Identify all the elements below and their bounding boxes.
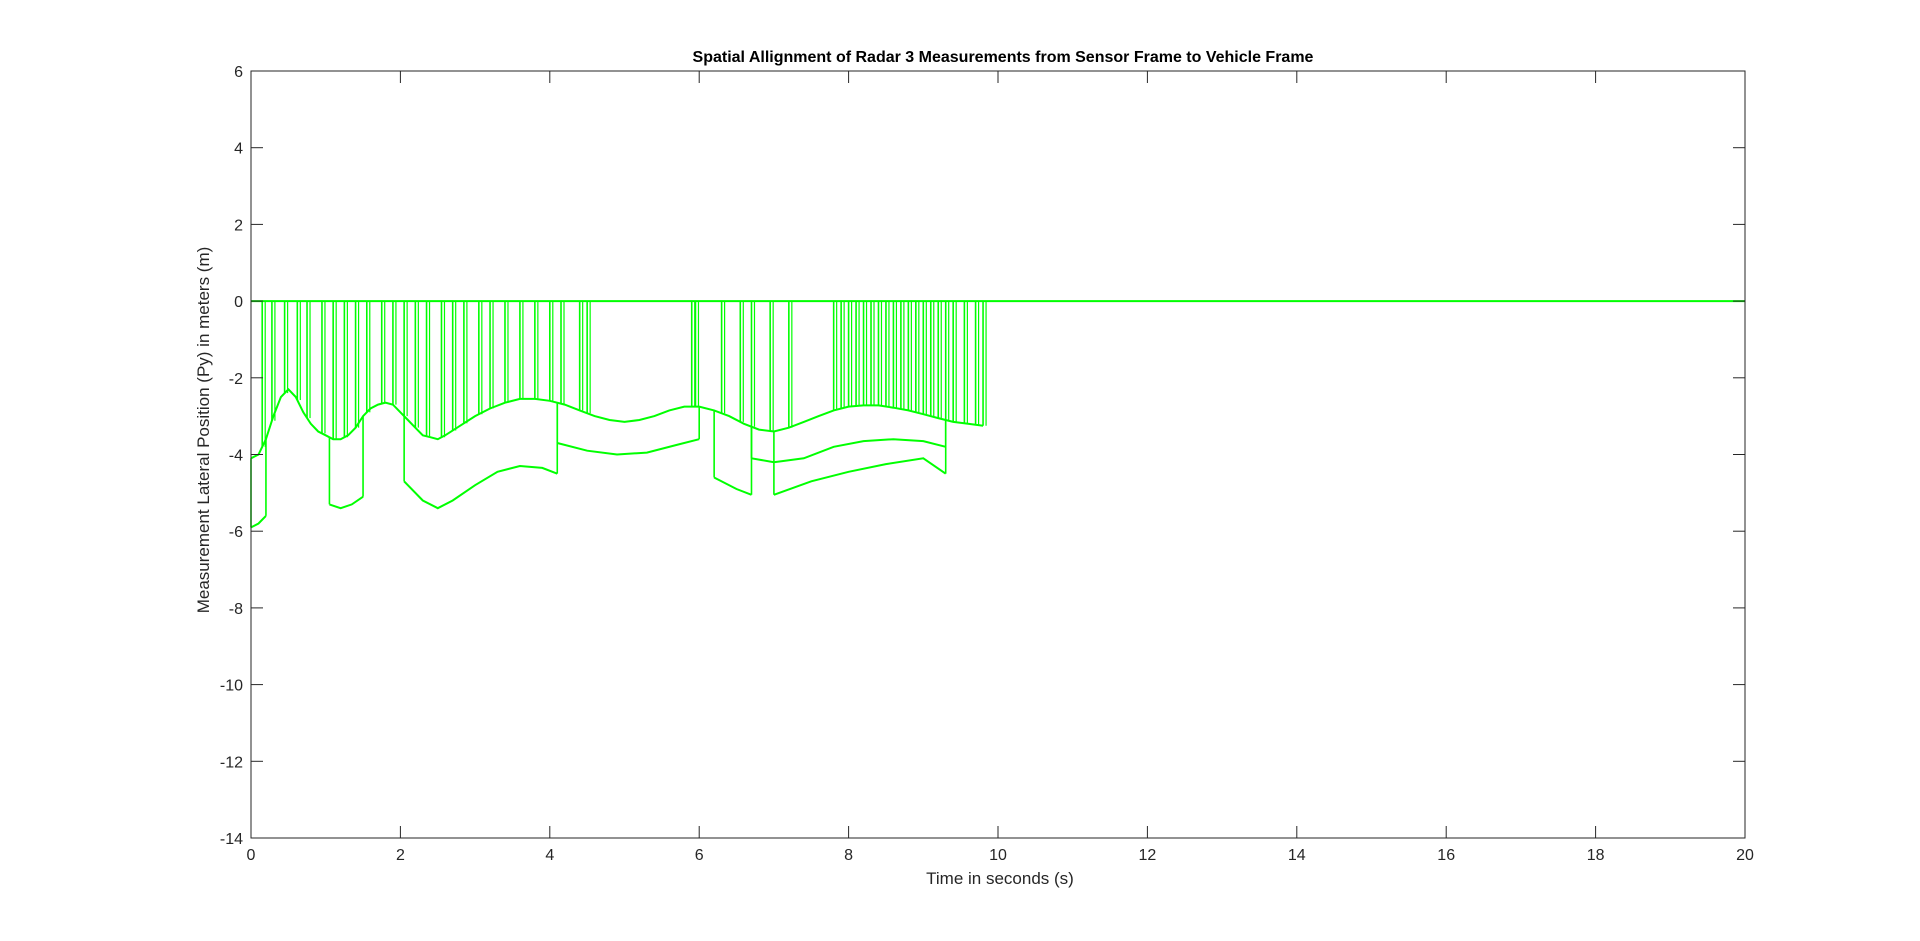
y-tick-label: -14 bbox=[220, 831, 243, 848]
y-tick-label: -4 bbox=[229, 448, 243, 465]
y-tick-label: -10 bbox=[220, 678, 243, 695]
x-tick-label: 12 bbox=[1139, 847, 1157, 864]
series-layer bbox=[250, 300, 1745, 529]
x-tick-label: 18 bbox=[1587, 847, 1605, 864]
y-tick-label: 6 bbox=[234, 64, 243, 81]
plot-background bbox=[251, 71, 1745, 838]
series-secondary-line bbox=[751, 438, 946, 464]
y-tick-label: 0 bbox=[234, 294, 243, 311]
y-tick-label: -6 bbox=[229, 524, 243, 541]
y-tick-label: 4 bbox=[234, 141, 243, 158]
x-tick-label: 16 bbox=[1437, 847, 1455, 864]
y-tick-label: -2 bbox=[229, 371, 243, 388]
x-tick-label: 6 bbox=[695, 847, 704, 864]
y-tick-label: -8 bbox=[229, 601, 243, 618]
chart-title: Spatial Allignment of Radar 3 Measuremen… bbox=[693, 49, 1314, 66]
x-tick-label: 10 bbox=[989, 847, 1007, 864]
series-secondary-line bbox=[403, 464, 558, 510]
series-secondary-line bbox=[250, 515, 267, 529]
x-tick-label: 20 bbox=[1736, 847, 1754, 864]
y-tick-label: 2 bbox=[234, 217, 243, 234]
series-main-line bbox=[250, 387, 984, 460]
series-secondary-line bbox=[713, 476, 752, 496]
plot-area bbox=[251, 71, 1745, 838]
y-tick-label: -12 bbox=[220, 754, 243, 771]
x-axis-label: Time in seconds (s) bbox=[926, 869, 1074, 888]
x-tick-label: 2 bbox=[396, 847, 405, 864]
y-axis-label: Measurement Lateral Position (Py) in met… bbox=[194, 247, 213, 614]
x-tick-label: 4 bbox=[545, 847, 554, 864]
x-tick-label: 14 bbox=[1288, 847, 1306, 864]
x-tick-label: 8 bbox=[844, 847, 853, 864]
series-secondary-line bbox=[773, 457, 947, 496]
x-tick-label: 0 bbox=[247, 847, 256, 864]
series-secondary-line bbox=[557, 438, 700, 456]
series-secondary-line bbox=[329, 495, 364, 510]
